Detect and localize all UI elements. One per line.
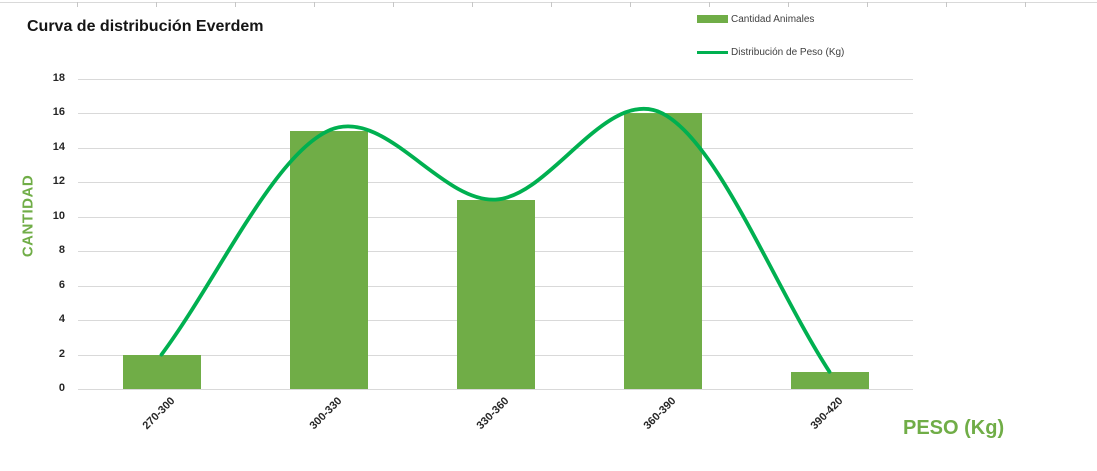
legend-label: Distribución de Peso (Kg): [731, 46, 845, 58]
bar-390-420[interactable]: [790, 371, 869, 389]
y-tick-label: 12: [52, 175, 65, 188]
y-tick-label: 10: [52, 209, 65, 222]
y-tick-label: 0: [58, 382, 65, 394]
bar-series-swatch-icon: [697, 15, 728, 23]
bar-270-300[interactable]: [122, 354, 201, 389]
sheet-top-tick: [393, 2, 394, 7]
sheet-top-border: [0, 2, 1097, 3]
x-tick-label-270-300: 270-300: [139, 395, 177, 433]
sheet-top-tick: [709, 2, 710, 7]
plot-area: [78, 79, 913, 390]
sheet-top-tick: [77, 2, 78, 7]
y-tick-label: 16: [52, 106, 65, 119]
sheet-top-tick: [472, 2, 473, 7]
x-axis-line: [78, 389, 913, 390]
y-tick-label: 8: [58, 244, 65, 257]
x-tick-label-390-420: 390-420: [807, 395, 845, 433]
legend-label: Cantidad Animales: [731, 13, 815, 25]
gridline: [78, 182, 913, 184]
y-tick-label: 18: [52, 72, 65, 84]
y-tick-label: 4: [58, 313, 65, 326]
sheet-top-tick: [314, 2, 315, 7]
legend-item-line[interactable]: Distribución de Peso (Kg): [697, 46, 844, 58]
sheet-top-tick: [788, 2, 789, 7]
sheet-top-tick: [630, 2, 631, 7]
legend-item-bars[interactable]: Cantidad Animales: [697, 13, 844, 25]
sheet-top-tick: [946, 2, 947, 7]
x-tick-label-330-360: 330-360: [473, 395, 511, 433]
chart-legend: Cantidad Animales Distribución de Peso (…: [697, 13, 844, 79]
distribution-curve[interactable]: [159, 106, 832, 374]
line-series-swatch-icon: [697, 50, 728, 54]
sheet-top-tick: [867, 2, 868, 7]
gridline: [78, 79, 913, 80]
sheet-top-tick: [1025, 2, 1026, 7]
line-series: [159, 106, 832, 374]
y-tick-label: 6: [58, 278, 65, 291]
chart-title: Curva de distribución Everdem: [27, 18, 264, 35]
sheet-top-tick: [235, 2, 236, 7]
y-tick-label: 2: [58, 347, 65, 360]
sheet-top-tick: [156, 2, 157, 7]
x-tick-label-360-390: 360-390: [640, 395, 678, 433]
gridline: [78, 147, 913, 149]
x-axis-title: PESO (Kg): [903, 417, 1005, 439]
sheet-top-tick: [551, 2, 552, 7]
bar-360-390[interactable]: [623, 113, 702, 389]
bar-300-330[interactable]: [289, 130, 368, 389]
x-tick-label-300-330: 300-330: [306, 395, 344, 433]
gridline: [78, 113, 913, 115]
y-tick-label: 14: [52, 140, 65, 153]
bar-330-360[interactable]: [456, 199, 535, 389]
